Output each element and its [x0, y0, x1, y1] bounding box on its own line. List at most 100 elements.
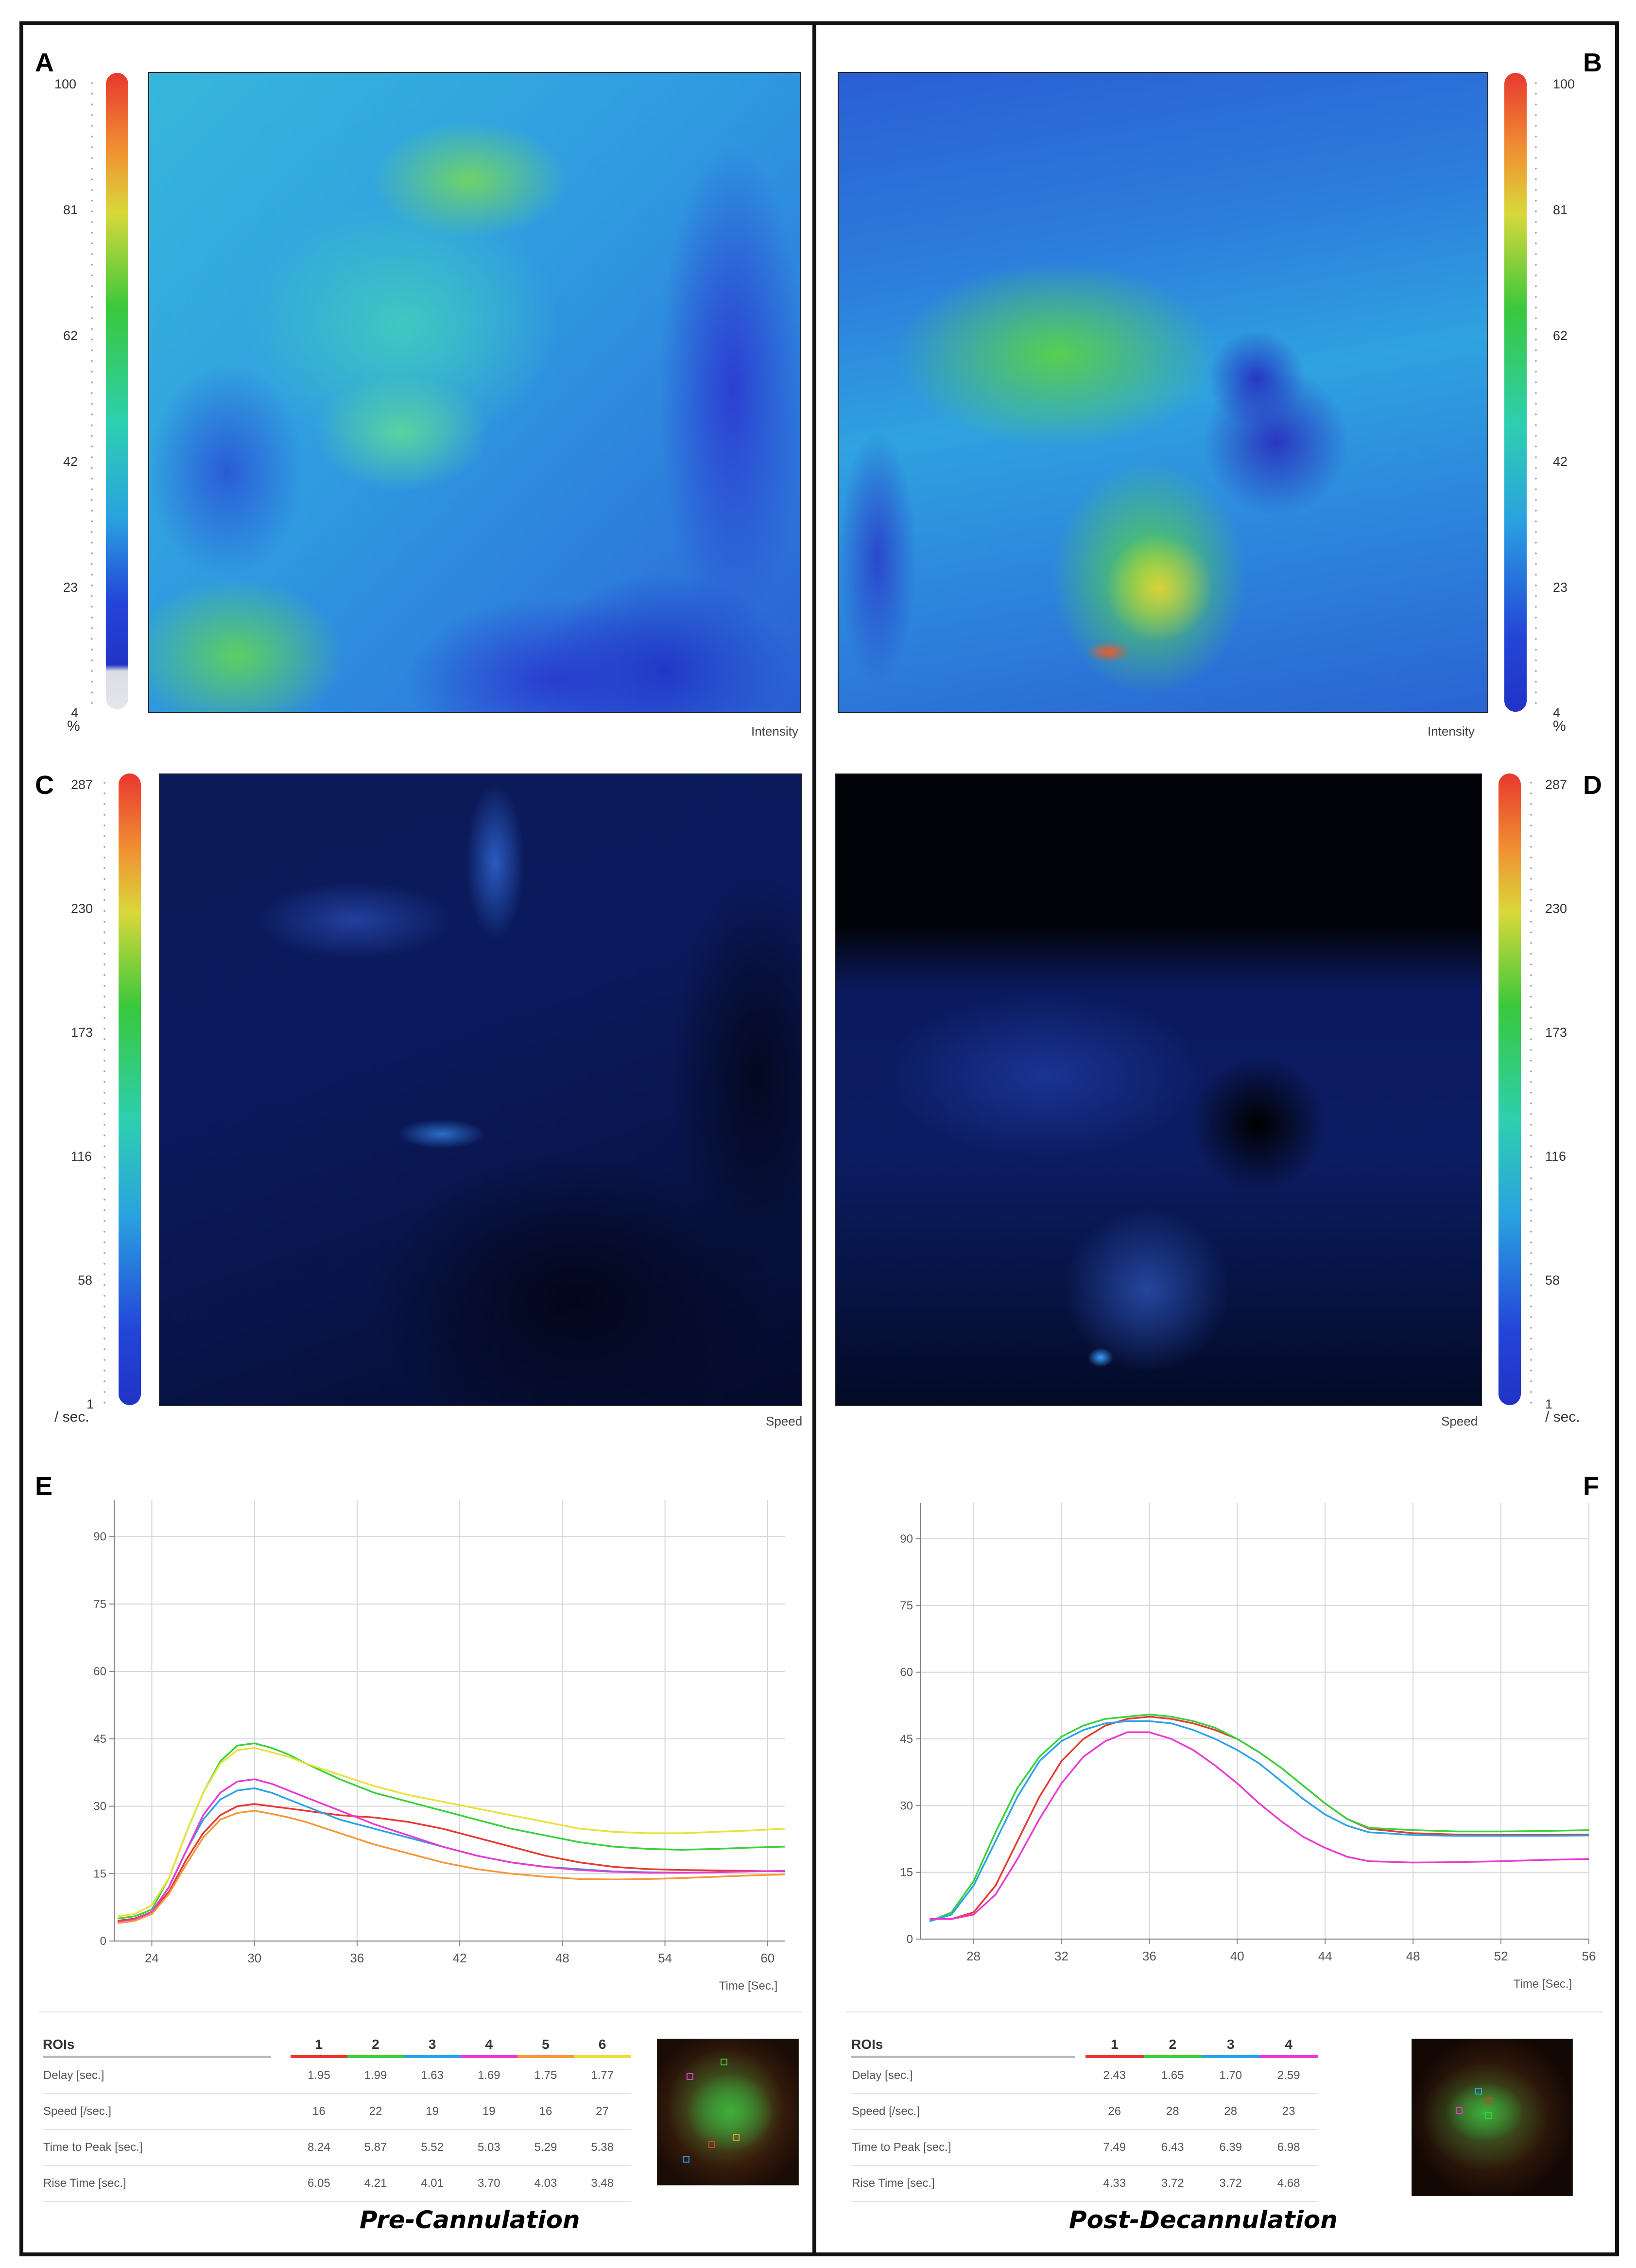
intensity-caption-a: Intensity: [751, 724, 798, 739]
series-line-roi-4: [117, 1778, 785, 1923]
table-cell: 1.69: [460, 2057, 517, 2094]
y-tick-label: 15: [900, 1866, 913, 1879]
intensity-tick-81-b: 81: [1553, 203, 1568, 217]
intensity-map-pre-cannulation: [148, 72, 801, 713]
y-tick-label: 45: [900, 1733, 913, 1746]
row-label: Rise Time [sec.]: [43, 2165, 271, 2202]
y-tick-label: 15: [93, 1867, 106, 1880]
speed-tick-173: 173: [71, 1025, 93, 1040]
y-tick-label: 30: [900, 1799, 913, 1812]
table-row: Speed [/sec.] 16 22 19 19 16 27: [43, 2094, 631, 2130]
table-row: Time to Peak [sec.] 8.24 5.87 5.52 5.03 …: [43, 2130, 631, 2166]
row-label: Rise Time [sec.]: [851, 2165, 1075, 2202]
intensity-tick-4: 4: [71, 705, 79, 720]
table-row: Rise Time [sec.] 6.05 4.21 4.01 3.70 4.0…: [43, 2165, 631, 2202]
row-label: Delay [sec.]: [851, 2057, 1075, 2094]
x-tick-label: 48: [555, 1951, 569, 1965]
x-tick-label: 56: [1582, 1949, 1596, 1963]
chart-separator-right: [845, 2011, 1603, 2012]
row-label: Speed [/sec.]: [851, 2094, 1075, 2130]
table-cell: 28: [1202, 2094, 1260, 2130]
table-cell: 3.72: [1202, 2165, 1260, 2202]
x-tick-label: 36: [1142, 1949, 1156, 1963]
table-cell: 27: [574, 2094, 631, 2130]
table-cell: 3.48: [574, 2165, 631, 2202]
x-tick-label: 60: [760, 1951, 775, 1965]
table-row: Delay [sec.] 2.43 1.65 1.70 2.59: [851, 2057, 1318, 2094]
intensity-unit: %: [67, 718, 80, 734]
roi-marker: [687, 2073, 693, 2080]
series-line-roi-1: [930, 1716, 1589, 1920]
intensity-caption-b: Intensity: [1428, 724, 1475, 739]
row-label: Time to Peak [sec.]: [851, 2130, 1075, 2166]
speed-colorbar: [119, 773, 141, 1405]
speed-tick-287: 287: [71, 777, 93, 792]
table-cell: 4.68: [1259, 2165, 1318, 2202]
roi-col-1: 1: [291, 2035, 347, 2058]
speed-tick-58-d: 58: [1545, 1273, 1560, 1288]
roi-col-4: 4: [1259, 2035, 1318, 2058]
roi-table-pre: ROIs 1 2 3 4 5 6 Delay [sec.] 1.95 1.99 …: [43, 2035, 631, 2202]
table-cell: 5.03: [460, 2130, 517, 2166]
speed-tick-1-d: 1: [1545, 1397, 1553, 1411]
table-cell: 6.05: [291, 2165, 347, 2202]
table-cell: 3.70: [460, 2165, 517, 2202]
table-cell: 6.39: [1202, 2130, 1260, 2166]
y-tick-label: 75: [900, 1599, 913, 1612]
table-row: Time to Peak [sec.] 7.49 6.43 6.39 6.98: [851, 2130, 1318, 2166]
roi-col-3: 3: [404, 2035, 461, 2058]
intensity-tick-100: 100: [54, 77, 77, 91]
roi-marker: [1456, 2107, 1463, 2114]
x-tick-label: 32: [1054, 1949, 1068, 1963]
table-cell: 4.03: [517, 2165, 574, 2202]
table-cell: 1.77: [574, 2057, 631, 2094]
intensity-tick-62-b: 62: [1553, 328, 1568, 343]
speed-tick-58: 58: [78, 1273, 93, 1288]
roi-col-4: 4: [460, 2035, 517, 2058]
intensity-tick-4-b: 4: [1553, 705, 1561, 720]
x-tick-label: 28: [966, 1949, 981, 1963]
speed-tick-116: 116: [71, 1149, 92, 1164]
intensity-tick-62: 62: [63, 328, 78, 343]
table-cell: 23: [1259, 2094, 1318, 2130]
table-cell: 26: [1085, 2094, 1144, 2130]
row-label: Time to Peak [sec.]: [43, 2130, 271, 2166]
table-cell: 5.52: [404, 2130, 461, 2166]
roi-table-post: ROIs 1 2 3 4 Delay [sec.] 2.43 1.65 1.70…: [851, 2035, 1318, 2202]
roi-header-label: ROIs: [43, 2035, 271, 2058]
roi-marker: [683, 2156, 689, 2163]
intensity-tick-42-b: 42: [1553, 454, 1568, 469]
roi-marker: [733, 2134, 740, 2141]
panel-letter-d: D: [1583, 771, 1602, 800]
speed-tick-116-d: 116: [1545, 1149, 1567, 1164]
panel-letter-a: A: [35, 48, 54, 77]
speed-map-post-decannulation: [835, 773, 1482, 1406]
table-cell: 4.33: [1085, 2165, 1144, 2202]
y-tick-label: 0: [907, 1933, 913, 1946]
roi-col-2: 2: [1143, 2035, 1202, 2058]
table-cell: 6.98: [1259, 2130, 1318, 2166]
series-line-roi-3: [929, 1720, 1589, 1923]
roi-marker: [1485, 2112, 1492, 2119]
table-row: Speed [/sec.] 26 28 28 23: [851, 2094, 1318, 2130]
table-cell: 7.49: [1085, 2130, 1144, 2166]
y-tick-label: 60: [900, 1666, 913, 1679]
caption-post-decannulation: Post-Decannulation: [1069, 2206, 1338, 2234]
intensity-colorbar: [106, 73, 128, 709]
panel-letter-e: E: [35, 1472, 53, 1501]
table-row: Delay [sec.] 1.95 1.99 1.63 1.69 1.75 1.…: [43, 2057, 631, 2094]
table-cell: 1.63: [404, 2057, 461, 2094]
y-tick-label: 0: [100, 1935, 106, 1948]
speed-tick-287-d: 287: [1545, 777, 1567, 792]
table-cell: 22: [347, 2094, 404, 2130]
speed-caption-d: Speed: [1441, 1414, 1478, 1428]
y-tick-label: 90: [93, 1530, 106, 1544]
caption-pre-cannulation: Pre-Cannulation: [360, 2206, 580, 2234]
speed-tick-230-d: 230: [1545, 901, 1567, 916]
table-row: Rise Time [sec.] 4.33 3.72 3.72 4.68: [851, 2165, 1318, 2202]
x-tick-label: 54: [658, 1951, 672, 1965]
roi-header-label: ROIs: [851, 2035, 1075, 2058]
intensity-scale-dots-b: [1534, 78, 1537, 704]
table-cell: 8.24: [291, 2130, 347, 2166]
roi-marker: [721, 2059, 727, 2065]
